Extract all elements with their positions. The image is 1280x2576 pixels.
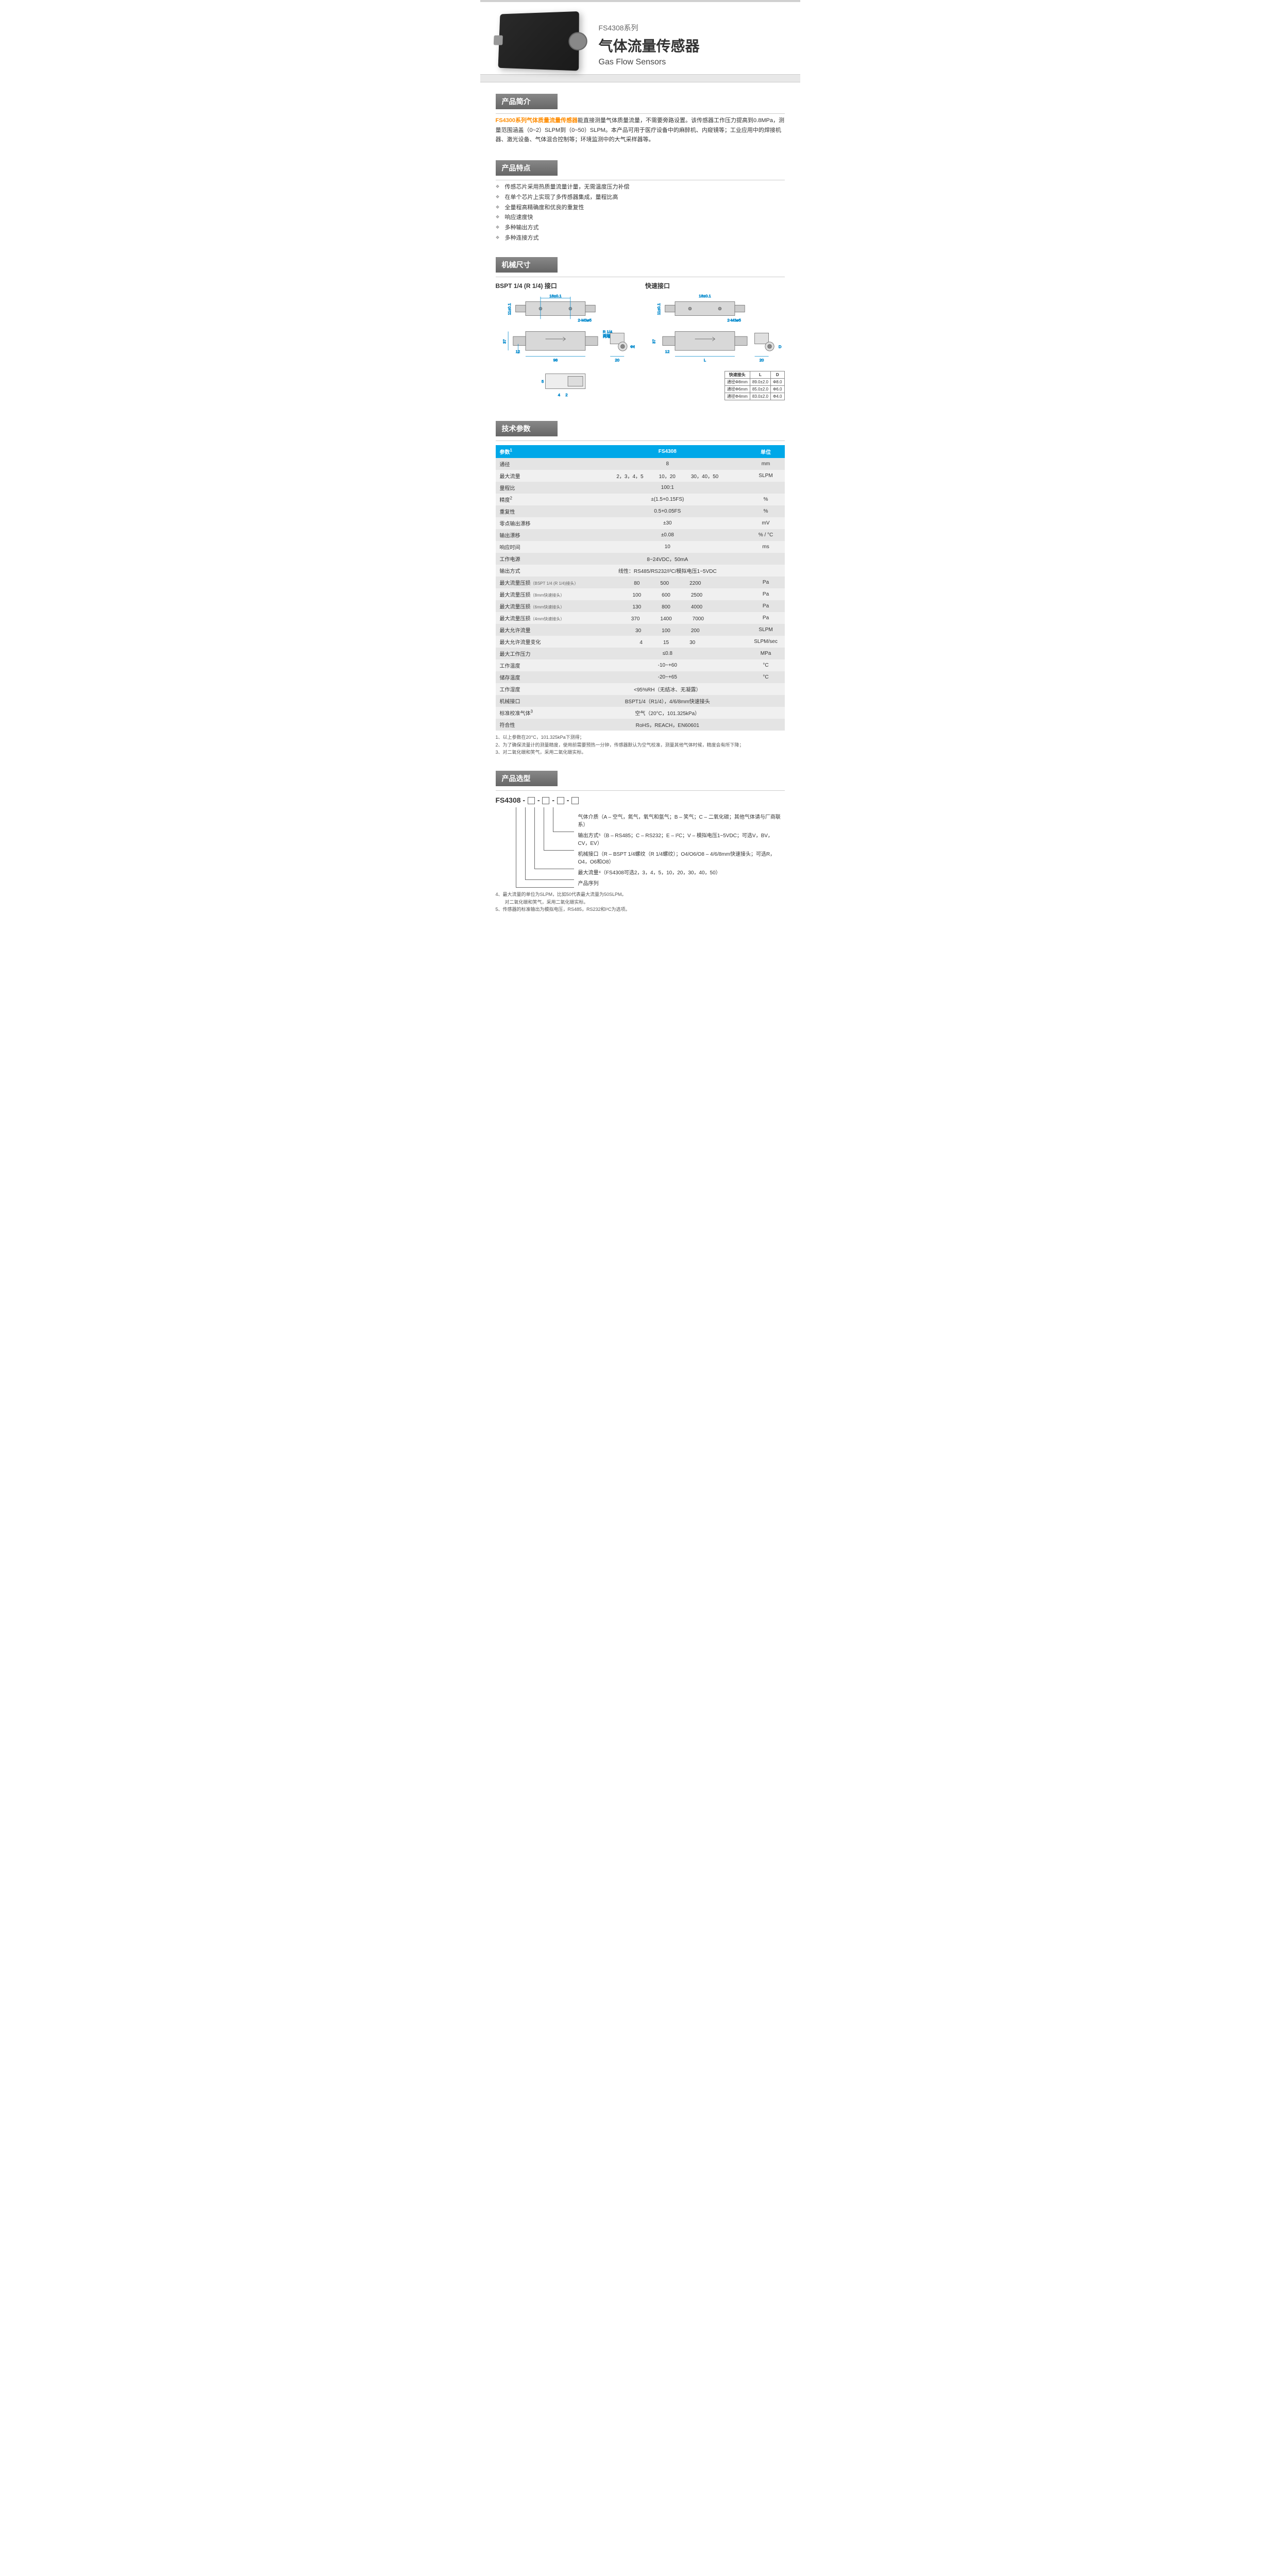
- gray-bar: [480, 74, 800, 82]
- spec-row: 工作温度-10~+60°C: [496, 659, 785, 671]
- selection-block: FS4308 - - - - 气体介质（A – 空气，氮气，氧气和氩气；B – …: [496, 791, 785, 932]
- spec-row: 最大工作压力≤0.8MPa: [496, 648, 785, 659]
- feature-item: 传感芯片采用热质量流量计量，无需温度压力补偿: [496, 182, 785, 193]
- spec-row: 响应时间10ms: [496, 541, 785, 553]
- spec-row: 输出方式线性：RS485/RS232/I²C/模拟电压1~5VDC: [496, 565, 785, 577]
- svg-text:2-M3⌀5: 2-M3⌀5: [727, 318, 741, 323]
- series-label: FS4308系列: [599, 23, 700, 33]
- feature-item: 多种输出方式: [496, 223, 785, 233]
- title-en: Gas Flow Sensors: [599, 58, 700, 67]
- spec-row: 标准校准气体3空气（20°C，101.325kPa）: [496, 707, 785, 719]
- spec-row: 最大流量压损（4mm快速接头）370 1400 7000Pa: [496, 612, 785, 624]
- svg-text:20: 20: [760, 358, 764, 362]
- svg-text:L: L: [704, 358, 706, 362]
- quick-connector-table: 快速接头LD 通径Φ8mm89.0±2.0Φ8.0 通径Φ6mm85.0±2.0…: [725, 371, 785, 400]
- spec-row: 输出漂移±0.08% / °C: [496, 529, 785, 541]
- svg-text:18±0.1: 18±0.1: [699, 294, 711, 298]
- svg-text:20: 20: [615, 358, 619, 362]
- section-intro: 产品简介: [496, 94, 558, 109]
- spec-row: 最大流量2，3，4，5 10，20 30，40，50SLPM: [496, 470, 785, 482]
- diagram-left-title: BSPT 1/4 (R 1/4) 接口: [496, 281, 635, 290]
- svg-text:12: 12: [515, 349, 520, 354]
- features-list: 传感芯片采用热质量流量计量，无需温度压力补偿在单个芯片上实现了多传感器集成，量程…: [496, 180, 785, 246]
- svg-text:D: D: [779, 344, 782, 349]
- spec-row: 最大允许流量30 100 200SLPM: [496, 624, 785, 636]
- spec-row: 符合性RoHS，REACH，EN60601: [496, 719, 785, 731]
- svg-text:4: 4: [558, 393, 560, 397]
- feature-item: 全量程高精确度和优良的重复性: [496, 203, 785, 213]
- spec-row: 最大流量压损（8mm快速接头）100 600 2500Pa: [496, 588, 785, 600]
- diagram-left: 18±0.1 11±0.1 2-M3⌀5 R 1/4 两端 37 12: [496, 294, 635, 404]
- intro-text: FS4300系列气体质量流量传感器能直接测量气体质量流量，不需要旁路设置。该传感…: [496, 114, 785, 149]
- spec-notes: 1、以上参数在20°C，101.325kPa下测得；2、为了确保流量计的测量精度…: [496, 731, 785, 759]
- spec-table: 参数1 FS4308 单位 通径8mm最大流量2，3，4，5 10，20 30，…: [496, 445, 785, 731]
- feature-item: 在单个芯片上实现了多传感器集成，量程比高: [496, 193, 785, 203]
- title-cn: 气体流量传感器: [599, 35, 700, 56]
- svg-text:11±0.1: 11±0.1: [507, 303, 511, 315]
- diagram-right-title: 快速接口: [645, 281, 785, 290]
- svg-text:11±0.1: 11±0.1: [656, 303, 661, 315]
- spec-row: 储存温度-20~+65°C: [496, 671, 785, 683]
- diagram-right: 18±0.1 11±0.1 2-M3⌀5 37 12 L: [645, 294, 785, 369]
- selection-code: FS4308 - - - -: [496, 796, 785, 804]
- spec-row: 最大流量压损（BSPT 1/4 (R 1/4)接头）80 500 2200Pa: [496, 577, 785, 588]
- spec-row: 零点输出漂移±30mV: [496, 517, 785, 529]
- footer-notes: 4、最大流量的单位为SLPM，比如50代表最大流量为50SLPM。 对二氧化碳和…: [496, 888, 785, 916]
- header: FS4308系列 气体流量传感器 Gas Flow Sensors: [480, 2, 800, 74]
- spec-row: 工作湿度<95%RH（无结冰、无凝露）: [496, 683, 785, 695]
- spec-row: 机械接口BSPT1/4（R1/4），4/6/8mm快速接头: [496, 695, 785, 707]
- feature-item: 多种连接方式: [496, 233, 785, 244]
- product-image: [498, 11, 579, 71]
- spec-row: 工作电源8~24VDC，50mA: [496, 553, 785, 565]
- svg-text:2-M3⌀5: 2-M3⌀5: [578, 318, 592, 323]
- svg-text:18±0.1: 18±0.1: [549, 294, 562, 298]
- section-spec: 技术参数: [496, 421, 558, 436]
- spec-row: 重复性0.5+0.05FS%: [496, 505, 785, 517]
- spec-row: 量程比100:1: [496, 482, 785, 494]
- spec-row: 最大流量压损（6mm快速接头）130 800 4000Pa: [496, 600, 785, 612]
- svg-text:2: 2: [565, 393, 567, 397]
- section-mech: 机械尺寸: [496, 257, 558, 273]
- spec-row: 通径8mm: [496, 458, 785, 470]
- svg-text:37: 37: [502, 339, 507, 344]
- section-features: 产品特点: [496, 160, 558, 176]
- svg-text:5: 5: [541, 379, 543, 384]
- feature-item: 响应速度快: [496, 213, 785, 223]
- svg-text:98: 98: [553, 358, 558, 362]
- svg-text:两端: 两端: [602, 333, 611, 338]
- svg-text:37: 37: [651, 339, 656, 344]
- section-selection: 产品选型: [496, 771, 558, 786]
- svg-text:Φ8: Φ8: [630, 344, 635, 349]
- spec-row: 精度2±(1.5+0.15FS)%: [496, 494, 785, 505]
- spec-row: 最大允许流量变化4 15 30SLPM/sec: [496, 636, 785, 648]
- svg-text:12: 12: [665, 349, 670, 354]
